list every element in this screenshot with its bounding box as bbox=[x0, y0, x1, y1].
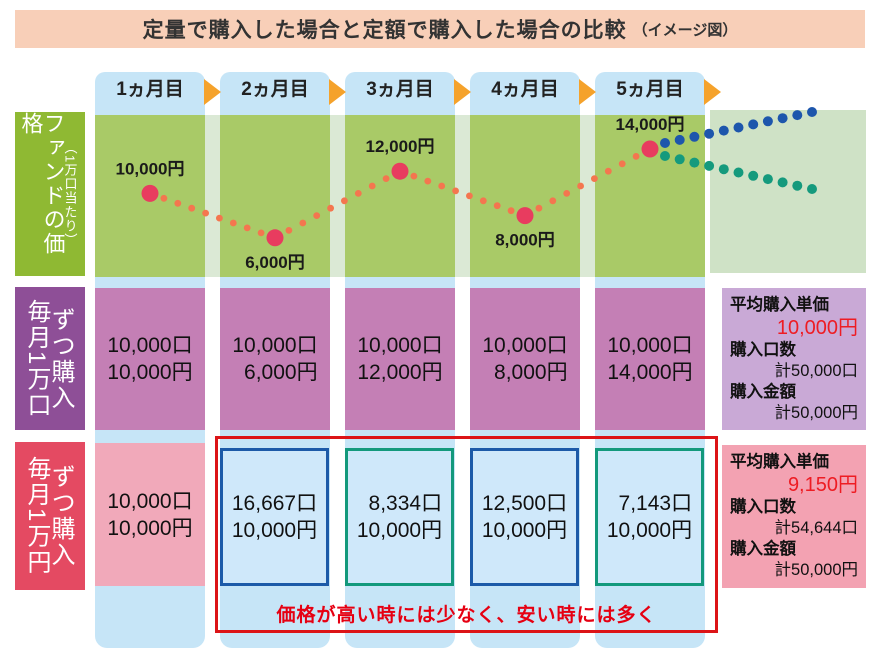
units-bought: 10,000口 bbox=[232, 334, 318, 357]
fixed-units-label-sub: ずつ購入 bbox=[47, 306, 74, 411]
total-amount-value: 計50,000円 bbox=[774, 404, 858, 422]
fund-price-label-text: ファンドの価格 bbox=[18, 112, 66, 256]
units-bought: 10,000口 bbox=[107, 334, 193, 357]
page-title-note: （イメージ図） bbox=[632, 21, 738, 39]
fixed-units-cell-5: 10,000口 14,000円 bbox=[595, 288, 705, 430]
fund-price-chart: 10,000円 6,000円 12,000円 8,000円 14,000円 bbox=[116, 107, 817, 272]
units-bought: 8,334口 bbox=[368, 492, 443, 515]
month-label: 3ヵ月目 bbox=[366, 79, 434, 100]
month-label: 1ヵ月目 bbox=[116, 79, 184, 100]
units-bought: 10,000口 bbox=[107, 489, 193, 513]
svg-text:6,000円: 6,000円 bbox=[245, 253, 305, 272]
fixed-units-cell-4: 10,000口 8,000円 bbox=[470, 288, 580, 430]
month-arrow-icon bbox=[329, 79, 346, 105]
fixed-units-cell-2: 10,000口 6,000円 bbox=[220, 288, 330, 430]
avg-price-label: 平均購入単価 bbox=[730, 296, 829, 314]
title-banner: 定量で購入した場合と定額で購入した場合の比較 （イメージ図） bbox=[15, 10, 865, 48]
month-label: 5ヵ月目 bbox=[616, 79, 684, 100]
total-units-value: 計50,000口 bbox=[774, 362, 858, 380]
total-amount-label: 購入金額 bbox=[730, 540, 796, 558]
amount-paid: 10,000円 bbox=[481, 519, 568, 542]
svg-text:8,000円: 8,000円 bbox=[495, 231, 555, 250]
svg-text:14,000円: 14,000円 bbox=[616, 115, 685, 134]
amount-paid: 10,000円 bbox=[231, 519, 318, 542]
total-amount-value: 計50,000円 bbox=[774, 561, 858, 579]
highlight-red-border bbox=[215, 436, 718, 633]
page-title: 定量で購入した場合と定額で購入した場合の比較 bbox=[142, 19, 627, 42]
units-bought: 10,000口 bbox=[482, 334, 568, 357]
amount-paid: 10,000円 bbox=[107, 516, 193, 540]
units-bought: 12,500口 bbox=[481, 492, 568, 515]
amount-paid: 12,000円 bbox=[357, 361, 443, 384]
units-bought: 10,000口 bbox=[357, 334, 443, 357]
price-column bbox=[220, 115, 330, 277]
total-units-label: 購入口数 bbox=[730, 498, 796, 516]
month-label: 4ヵ月目 bbox=[491, 79, 559, 100]
month-arrow-icon bbox=[454, 79, 471, 105]
units-bought: 7,143口 bbox=[618, 492, 693, 515]
callout-text: 価格が高い時には少なく、安い時には多く bbox=[276, 605, 657, 626]
fixed-units-row-label: 毎月1万口 ずつ購入 bbox=[15, 287, 85, 430]
avg-price-value: 9,150円 bbox=[787, 474, 858, 496]
amount-paid: 8,000円 bbox=[494, 361, 568, 384]
fixed-amount-cell-4: 12,500口 10,000円 bbox=[470, 448, 579, 586]
svg-text:10,000円: 10,000円 bbox=[116, 159, 185, 178]
fixed-amount-summary: 平均購入単価 9,150円 購入口数 計54,644口 購入金額 計50,000… bbox=[722, 445, 866, 588]
price-column bbox=[470, 115, 580, 277]
avg-price-value: 10,000円 bbox=[776, 317, 858, 339]
fixed-amount-cell-2: 16,667口 10,000円 bbox=[220, 448, 329, 586]
amount-paid: 6,000円 bbox=[244, 361, 318, 384]
price-column bbox=[345, 115, 455, 277]
month-arrow-icon bbox=[204, 79, 221, 105]
amount-paid: 10,000円 bbox=[606, 519, 693, 542]
units-bought: 16,667口 bbox=[231, 492, 318, 515]
fixed-units-cell-3: 10,000口 12,000円 bbox=[345, 288, 455, 430]
fixed-amount-label-sub: ずつ購入 bbox=[47, 464, 74, 568]
total-units-value: 計54,644口 bbox=[774, 519, 858, 537]
month-arrow-icon bbox=[579, 79, 596, 105]
amount-paid: 10,000円 bbox=[107, 361, 193, 384]
fixed-amount-cell-1: 10,000口 10,000円 bbox=[95, 443, 205, 586]
svg-text:12,000円: 12,000円 bbox=[366, 137, 435, 156]
fixed-amount-cell-3: 8,334口 10,000円 bbox=[345, 448, 454, 586]
amount-paid: 14,000円 bbox=[607, 361, 693, 384]
fund-price-label-sub: （1万口当たり） bbox=[62, 140, 78, 248]
fixed-amount-row-label: 毎月1万円 ずつ購入 bbox=[15, 442, 85, 590]
units-bought: 10,000口 bbox=[607, 334, 693, 357]
fixed-units-cell-1: 10,000口 10,000円 bbox=[95, 288, 205, 430]
fund-price-row-label: ファンドの価格 （1万口当たり） bbox=[15, 112, 85, 276]
month-label: 2ヵ月目 bbox=[241, 79, 309, 100]
avg-price-label: 平均購入単価 bbox=[730, 453, 829, 471]
total-amount-label: 購入金額 bbox=[730, 383, 796, 401]
fixed-amount-cell-5: 7,143口 10,000円 bbox=[595, 448, 704, 586]
fixed-amount-label-text: 毎月1万円 bbox=[23, 456, 50, 576]
future-price-area bbox=[710, 110, 866, 273]
total-units-label: 購入口数 bbox=[730, 341, 796, 359]
fixed-units-label-text: 毎月1万口 bbox=[23, 298, 50, 419]
month-arrow-icon bbox=[704, 79, 721, 105]
amount-paid: 10,000円 bbox=[356, 519, 443, 542]
fixed-units-summary: 平均購入単価 10,000円 購入口数 計50,000口 購入金額 計50,00… bbox=[722, 288, 866, 430]
